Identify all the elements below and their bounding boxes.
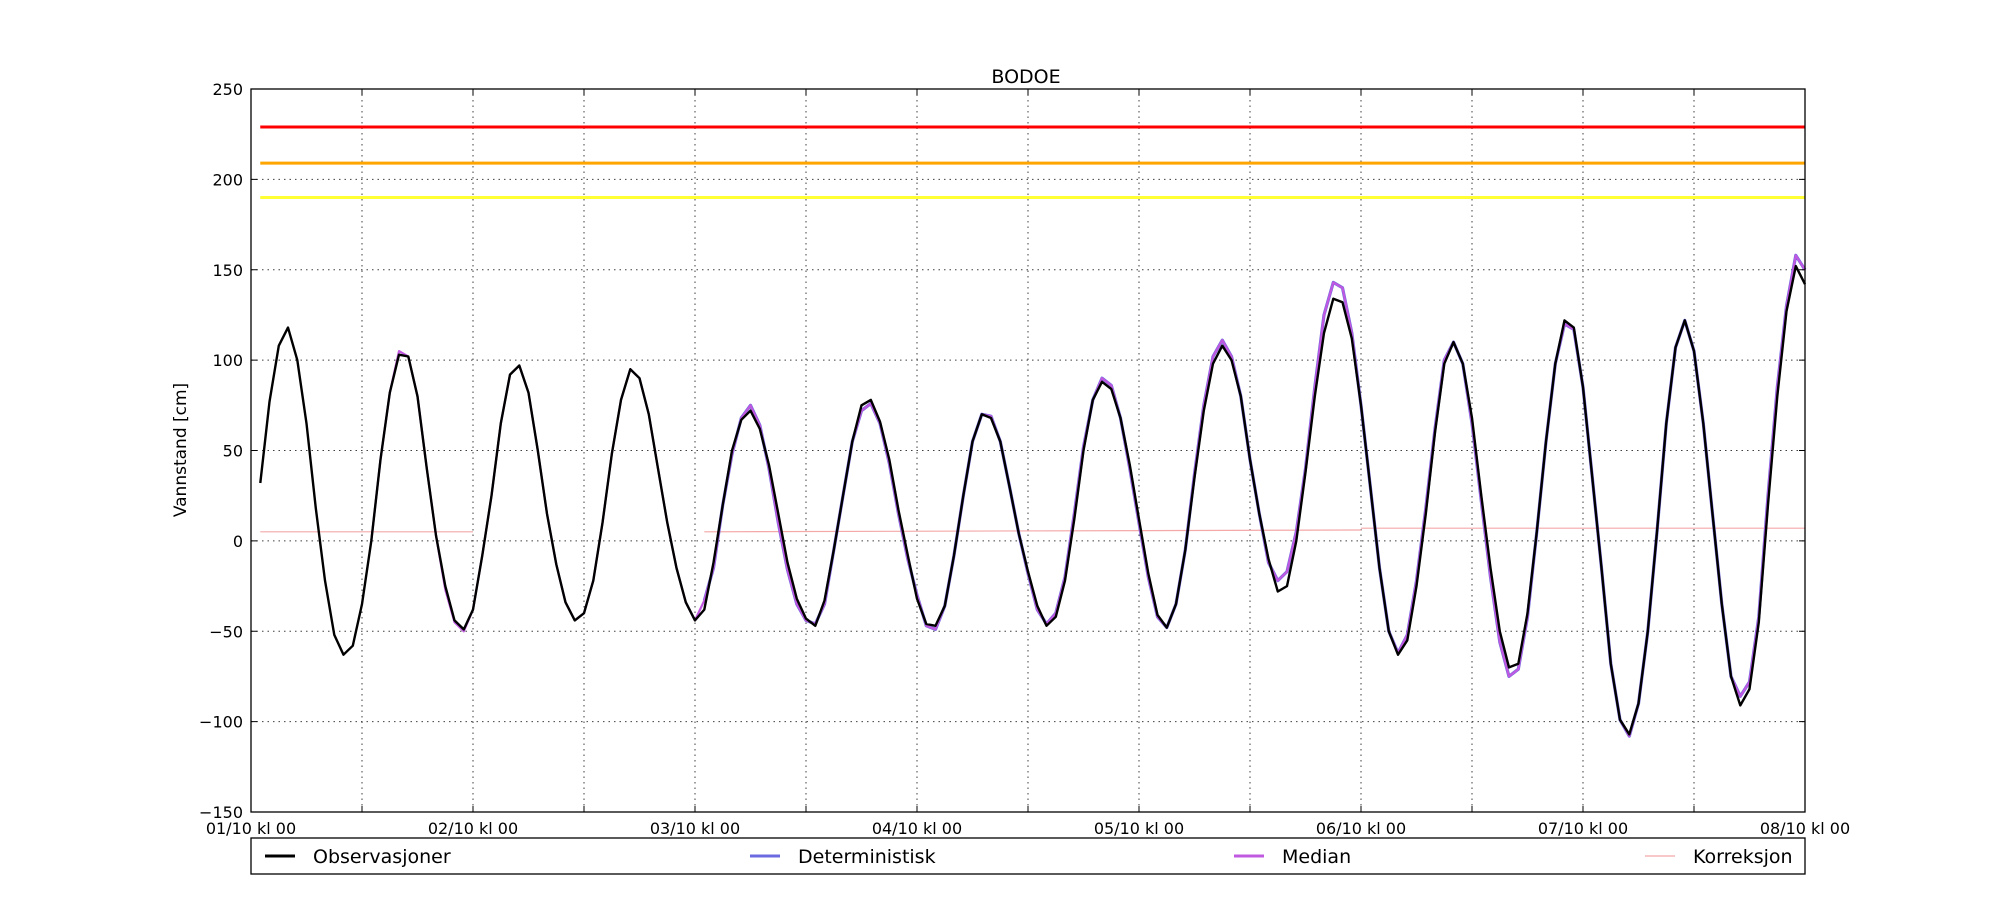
legend-label: Median xyxy=(1282,846,1351,868)
y-axis-label: Vannstand [cm] xyxy=(171,383,191,517)
y-tick-label: 150 xyxy=(212,261,243,280)
x-tick-label: 08/10 kl 00 xyxy=(1760,819,1850,838)
threshold-lines xyxy=(260,125,1805,199)
x-tick-label: 06/10 kl 00 xyxy=(1316,819,1406,838)
legend: Observasjoner Deterministisk Median Korreks… xyxy=(250,837,1806,875)
y-tick-label: 0 xyxy=(233,532,243,551)
y-tick-label: −150 xyxy=(199,803,243,822)
x-tick-label: 01/10 kl 00 xyxy=(206,819,296,838)
series-line-korreksjon xyxy=(704,529,1362,533)
y-tick-label: 50 xyxy=(223,442,243,461)
legend-label: Korreksjon xyxy=(1693,846,1793,868)
y-tick-label: 250 xyxy=(212,80,243,99)
y-axis-ticks: 250 200 150 100 50 0 −50 −100 −150 xyxy=(199,80,1805,822)
legend-label: Observasjoner xyxy=(313,846,451,868)
series-line-median xyxy=(370,254,1806,738)
x-axis-ticks: 01/10 kl 00 02/10 kl 00 03/10 kl 00 04/10 k… xyxy=(206,89,1850,838)
series-lines xyxy=(259,253,1807,738)
x-tick-label: 05/10 kl 00 xyxy=(1094,819,1184,838)
legend-box xyxy=(250,837,1806,875)
y-tick-label: 200 xyxy=(212,170,243,189)
y-tick-label: −50 xyxy=(209,622,243,641)
x-tick-label: 07/10 kl 00 xyxy=(1538,819,1628,838)
series-line-deterministisk xyxy=(702,253,1807,738)
x-tick-label: 02/10 kl 00 xyxy=(428,819,518,838)
series-line-observasjoner xyxy=(259,264,1807,736)
chart-title: BODOE xyxy=(991,66,1060,88)
legend-label: Deterministisk xyxy=(798,846,936,868)
x-tick-label: 03/10 kl 00 xyxy=(650,819,740,838)
grid xyxy=(251,89,1805,812)
y-tick-label: 100 xyxy=(212,351,243,370)
y-tick-label: −100 xyxy=(199,713,243,732)
x-tick-label: 04/10 kl 00 xyxy=(872,819,962,838)
